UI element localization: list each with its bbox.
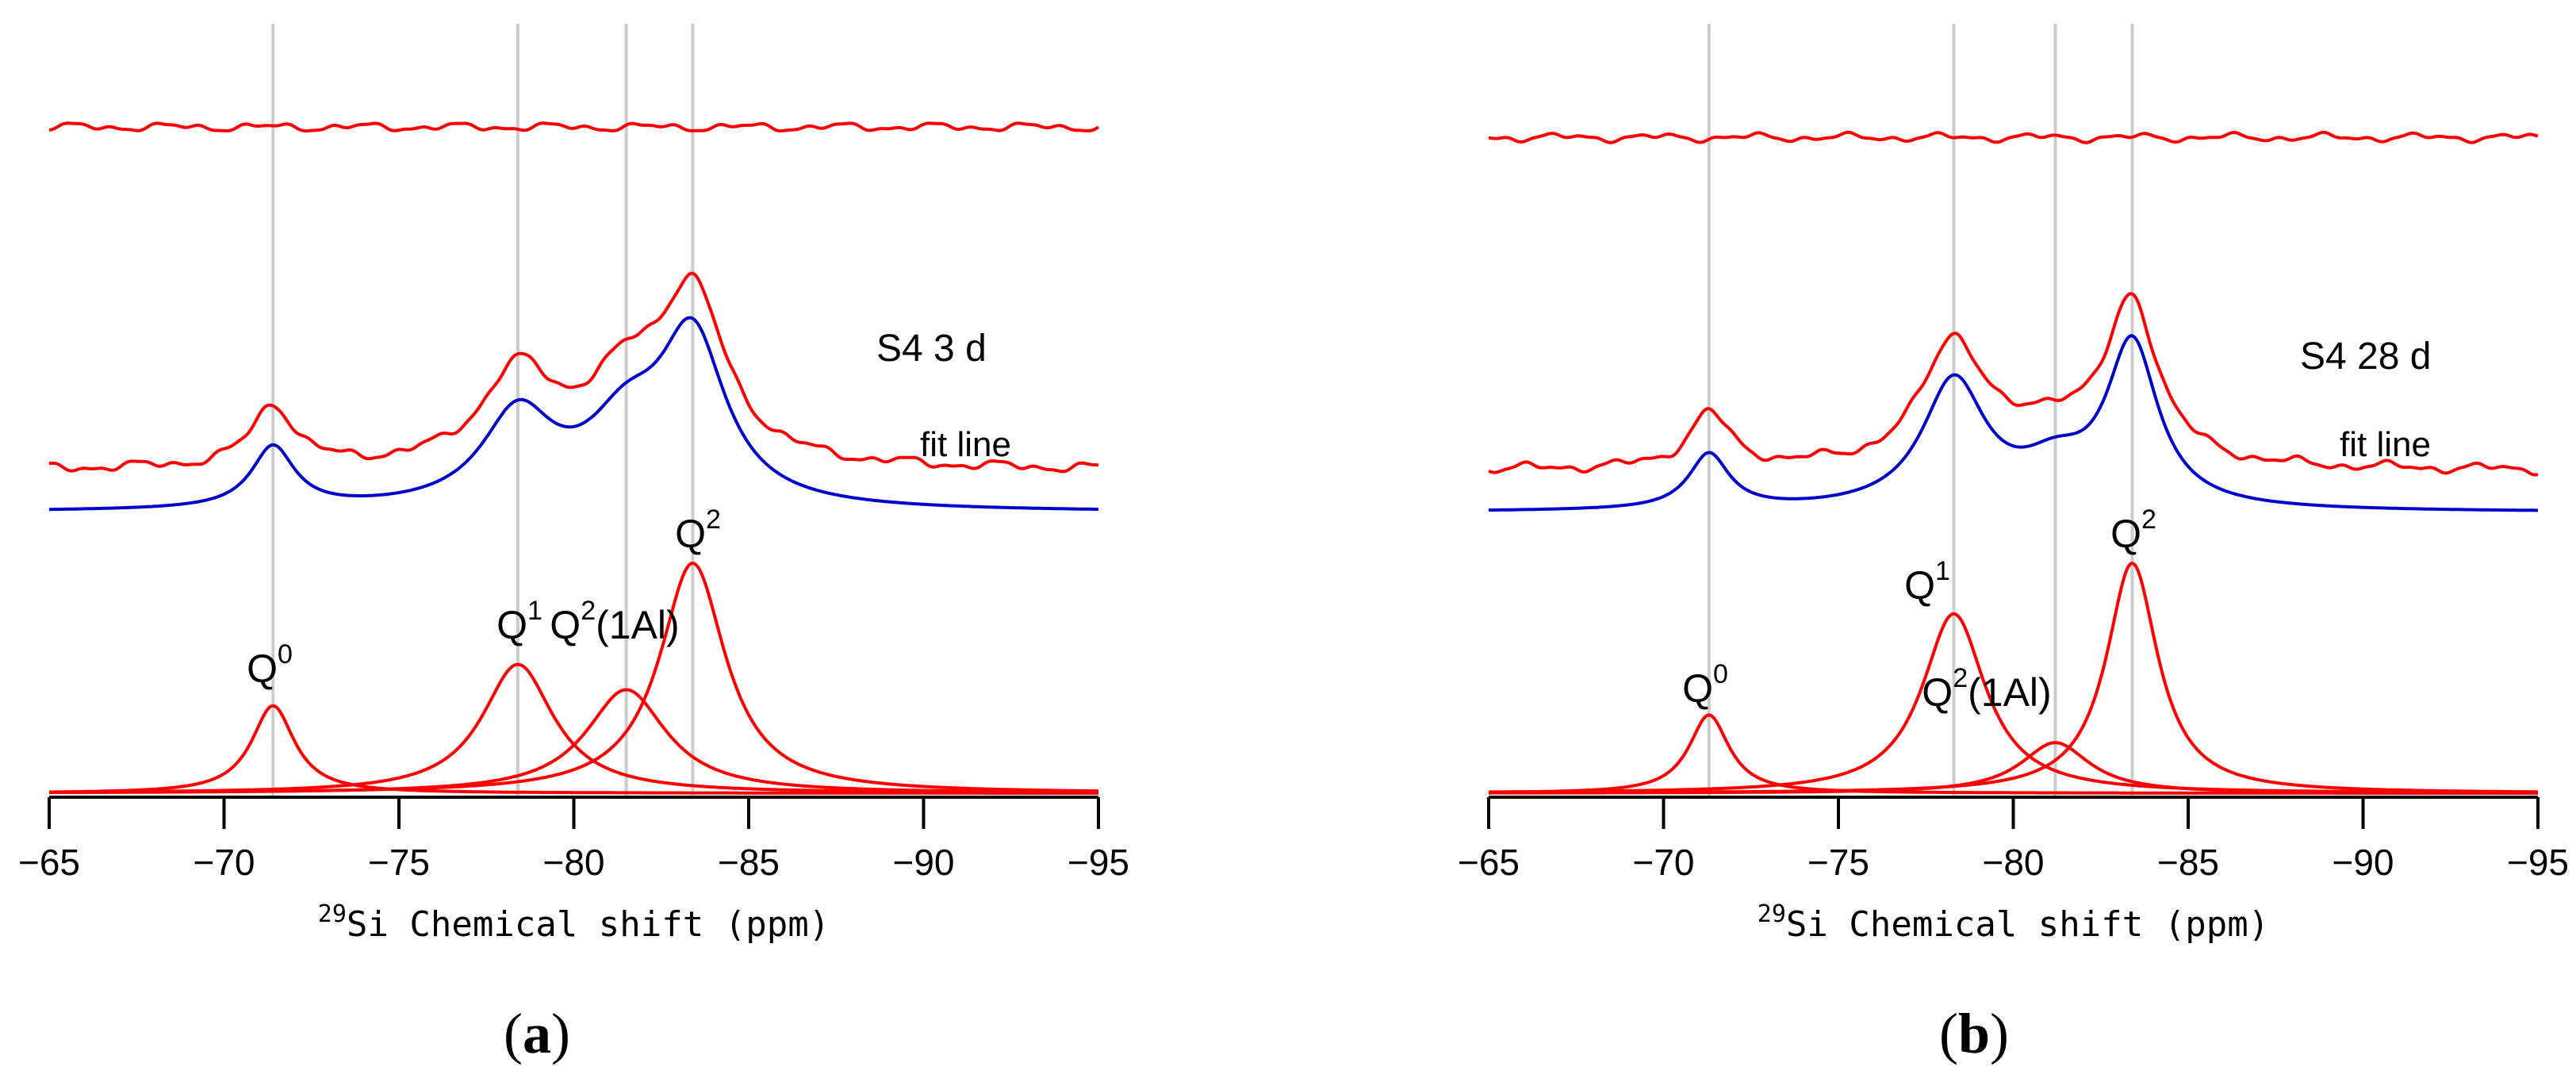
x-tick-label: −95 bbox=[1068, 842, 1129, 883]
fit-line-curve bbox=[1489, 334, 2538, 512]
x-axis-label: 29Si Chemical shift (ppm) bbox=[1758, 900, 2269, 945]
peak-label-q1: Q1 bbox=[1904, 556, 1950, 608]
peak-label-q1: Q1 bbox=[496, 596, 542, 647]
x-tick-label: −80 bbox=[542, 842, 604, 883]
x-tick-label: −85 bbox=[718, 842, 780, 883]
x-tick-label: −85 bbox=[2157, 842, 2219, 883]
x-axis-label: 29Si Chemical shift (ppm) bbox=[318, 900, 830, 945]
fit-line-label: fit line bbox=[2340, 425, 2431, 464]
fit-line-label: fit line bbox=[920, 425, 1011, 464]
x-tick-label: −70 bbox=[193, 842, 255, 883]
x-tick-label: −75 bbox=[1807, 842, 1869, 883]
experimental-curve bbox=[48, 271, 1099, 474]
x-tick-label: −90 bbox=[2332, 842, 2394, 883]
sample-label: S4 28 d bbox=[2300, 336, 2431, 378]
x-tick-label: −75 bbox=[368, 842, 430, 883]
peak-curve-q21al bbox=[1488, 741, 2538, 795]
panel-b-chart: −65 −70 −75 −80 −85 −90 −95 29Si Chemical shift… bbox=[1458, 24, 2569, 945]
residual-curve bbox=[1488, 130, 2539, 144]
x-tick-label: −90 bbox=[892, 842, 954, 883]
peak-curve-q0 bbox=[49, 704, 1098, 795]
x-tick-label: −80 bbox=[1982, 842, 2044, 883]
sample-label: S4 3 d bbox=[876, 328, 987, 370]
fit-line-curve bbox=[49, 316, 1098, 512]
x-tick-label: −65 bbox=[1458, 842, 1520, 883]
x-tick-label: −65 bbox=[18, 842, 80, 883]
panel-a-chart: −65 −70 −75 −80 −85 −90 −95 29Si Chemical shift… bbox=[18, 24, 1129, 945]
x-tick-label: −95 bbox=[2507, 842, 2569, 883]
peak-curve-q2 bbox=[1489, 561, 2539, 795]
peak-label-q2: Q2 bbox=[2110, 504, 2156, 556]
peak-label-q21al: Q2(1Al) bbox=[1922, 663, 2051, 715]
experimental-curve bbox=[1488, 292, 2539, 477]
peak-curve-q1 bbox=[49, 662, 1098, 795]
peak-curve-q21al bbox=[49, 688, 1098, 795]
peak-label-q0: Q0 bbox=[247, 639, 293, 691]
peak-label-q21al: Q2(1Al) bbox=[550, 596, 679, 647]
peak-curve-q2 bbox=[49, 561, 1098, 794]
peak-curve-q0 bbox=[1489, 713, 2538, 795]
peak-label-q0: Q0 bbox=[1682, 659, 1728, 711]
residual-curve bbox=[48, 121, 1100, 133]
x-tick-label: −70 bbox=[1632, 842, 1694, 883]
panel-a-label: (a) bbox=[504, 1002, 570, 1065]
peak-label-q2: Q2 bbox=[675, 504, 721, 556]
panel-b-label: (b) bbox=[1939, 1002, 2010, 1065]
